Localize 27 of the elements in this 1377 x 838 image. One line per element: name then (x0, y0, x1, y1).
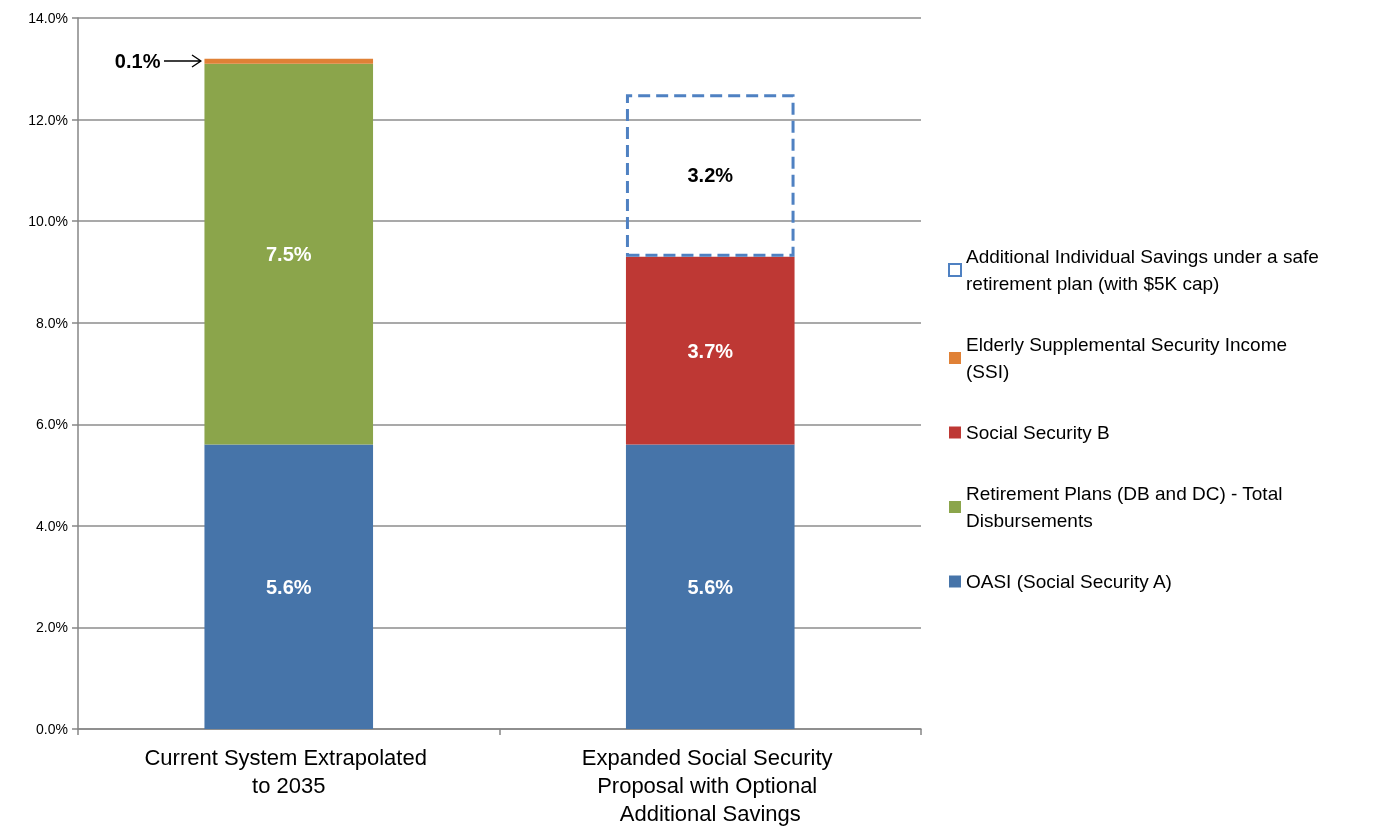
bar (204, 444, 374, 729)
bar (204, 63, 374, 445)
bar (204, 58, 374, 64)
data-label: 3.2% (687, 164, 734, 187)
x-tick-label: Expanded Social Security Proposal with Optional Additional Savings (581, 744, 839, 826)
bar (625, 94, 795, 257)
y-tick-label: 4.0% (36, 517, 68, 534)
bar (625, 256, 795, 445)
y-tick-label: 12.0% (28, 111, 68, 128)
y-tick-label: 10.0% (28, 213, 68, 230)
y-tick-label: 14.0% (28, 10, 68, 26)
data-label: 5.6% (687, 575, 734, 598)
bar (625, 444, 795, 729)
x-tick-label: Current System Extrapolated to 2035 (144, 744, 434, 798)
legend-label: Social Security B (966, 422, 1110, 443)
data-label: 0.1% (114, 50, 161, 73)
data-label: 3.7% (687, 339, 734, 362)
y-tick-label: 6.0% (36, 416, 68, 433)
y-tick-label: 8.0% (36, 314, 68, 331)
data-label: 7.5% (265, 243, 312, 266)
y-tick-label: 0.0% (36, 721, 68, 737)
y-tick-label: 2.0% (36, 619, 68, 636)
data-label: 5.6% (265, 575, 312, 598)
legend-label: Retirement Plans (DB and DC) - Total Disbursements (966, 483, 1283, 531)
legend-label: Elderly Supplemental Security Income (SSI) (966, 334, 1288, 382)
legend-label: Additional Individual Savings under a safe retirement plan (with $5K cap) (966, 246, 1319, 294)
legend-label: OASI (Social Security A) (966, 571, 1172, 592)
